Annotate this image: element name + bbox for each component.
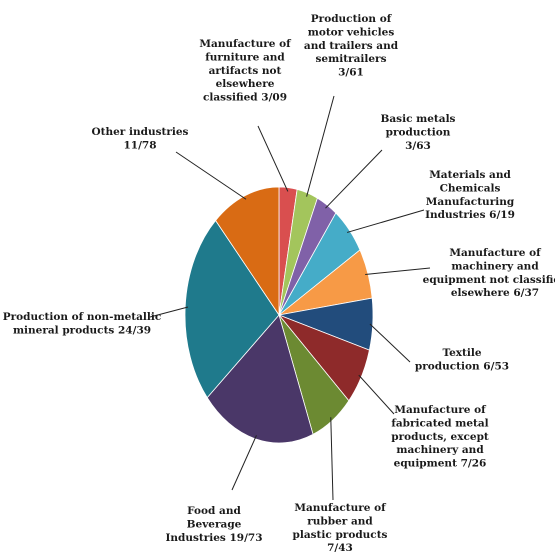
- leader-line: [365, 267, 431, 275]
- pie-slice: [206, 314, 314, 444]
- slice-label-line: Manufacture of: [199, 38, 292, 50]
- slice-label: Production of motor vehicles and trailers …: [304, 13, 399, 79]
- slice-label-line: Materials and: [429, 169, 511, 181]
- slice-label-line: plastic products: [293, 529, 388, 541]
- slice-label-line: classified 3/09: [203, 92, 287, 104]
- slice-label: Other industries 11/78: [92, 126, 189, 151]
- slice-label-line: equipment 7/26: [394, 458, 487, 470]
- slice-label: Manufacture of fabricated metal products, …: [391, 404, 489, 470]
- slice-label: Manufacture of furniture and artifacts not…: [199, 38, 292, 104]
- leader-line: [325, 149, 383, 209]
- slice-label: Food and Beverage Industries 19/73: [165, 505, 262, 544]
- slice-label: Manufacture of rubber and plastic products…: [293, 502, 388, 554]
- slice-label: Manufacture of machinery and equipment not…: [423, 247, 555, 299]
- leader-line: [149, 306, 189, 318]
- slice-label-line: semitrailers: [316, 53, 387, 65]
- slice-label-line: Industries 19/73: [165, 532, 262, 544]
- slice-label-line: production: [386, 126, 451, 138]
- leader-line: [175, 151, 247, 200]
- slice-label-line: Manufacturing: [426, 196, 515, 208]
- slice-label-line: and trailers and: [304, 40, 399, 52]
- slice-label-line: Beverage: [187, 518, 242, 530]
- slice-label-line: 7/43: [327, 542, 353, 554]
- slice-label-line: elsewhere: [216, 78, 275, 90]
- slice-label: Textile production 6/53: [415, 347, 509, 372]
- slice-label-line: equipment not classified: [423, 274, 555, 286]
- pie-slices: [184, 186, 374, 444]
- slice-label-line: production 6/53: [415, 360, 509, 372]
- slice-label-line: Production of non-metallic: [3, 311, 162, 323]
- slice-label-line: products, except: [391, 431, 489, 443]
- slice-label: Basic metals production 3/63: [381, 113, 456, 152]
- leader-line: [330, 417, 334, 501]
- slice-label-line: motor vehicles: [308, 26, 395, 38]
- slice-label-line: Industries 6/19: [425, 209, 515, 221]
- slice-label-line: rubber and: [307, 515, 373, 527]
- leader-line: [257, 125, 289, 192]
- slice-label-line: Production of: [311, 13, 393, 25]
- pie-slice: [184, 219, 280, 399]
- slice-label-line: Basic metals: [381, 113, 456, 125]
- slice-label-line: Chemicals: [440, 182, 501, 194]
- slice-label-line: Manufacture of: [394, 404, 487, 416]
- slice-label-line: machinery and: [396, 444, 484, 456]
- slice-label-line: 11/78: [123, 139, 156, 151]
- leader-line: [231, 435, 257, 491]
- leader-line: [306, 95, 335, 197]
- slice-label-line: Textile: [442, 347, 481, 359]
- slice-label-line: Other industries: [92, 126, 189, 138]
- slice-label-line: Food and: [187, 505, 241, 517]
- slice-label-line: artifacts not: [209, 65, 282, 77]
- slice-label-line: Manufacture of: [294, 502, 387, 514]
- slice-label-line: 3/63: [405, 140, 431, 152]
- slice-labels: Manufacture of furniture and artifacts not…: [3, 13, 555, 554]
- slice-label-line: 3/61: [338, 67, 364, 79]
- slice-label-line: elsewhere 6/37: [451, 287, 539, 299]
- leader-line: [369, 323, 411, 363]
- slice-label: Materials and Chemicals Manufacturing Indus…: [425, 169, 515, 221]
- slice-label-line: machinery and: [451, 260, 539, 272]
- leader-lines: [149, 95, 431, 501]
- slice-label-line: furniture and: [205, 51, 285, 63]
- leader-line: [358, 374, 395, 415]
- leader-line: [346, 209, 425, 233]
- slice-label: Production of non-metallic mineral produc…: [3, 311, 162, 336]
- slice-label-line: Manufacture of: [449, 247, 542, 259]
- slice-label-line: fabricated metal: [391, 417, 488, 429]
- slice-label-line: mineral products 24/39: [13, 324, 151, 336]
- pie-slice: [215, 186, 280, 317]
